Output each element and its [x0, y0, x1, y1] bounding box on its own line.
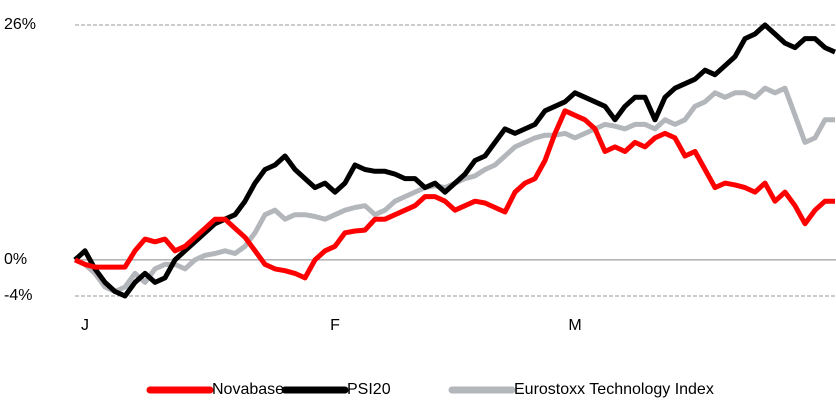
- x-tick-label: F: [330, 317, 340, 334]
- series-line: [73, 22, 836, 299]
- x-tick-label: J: [81, 317, 89, 334]
- series-line: [73, 108, 835, 281]
- legend-label: Eurostoxx Technology Index: [514, 381, 714, 398]
- legend-label: PSI20: [347, 381, 391, 398]
- x-tick-label: M: [568, 317, 581, 334]
- y-tick-label: 0%: [4, 251, 27, 268]
- series-line: [73, 85, 835, 294]
- legend-label: Novabase: [212, 381, 284, 398]
- y-tick-label: 26%: [4, 16, 36, 33]
- y-tick-label: -4%: [4, 287, 32, 304]
